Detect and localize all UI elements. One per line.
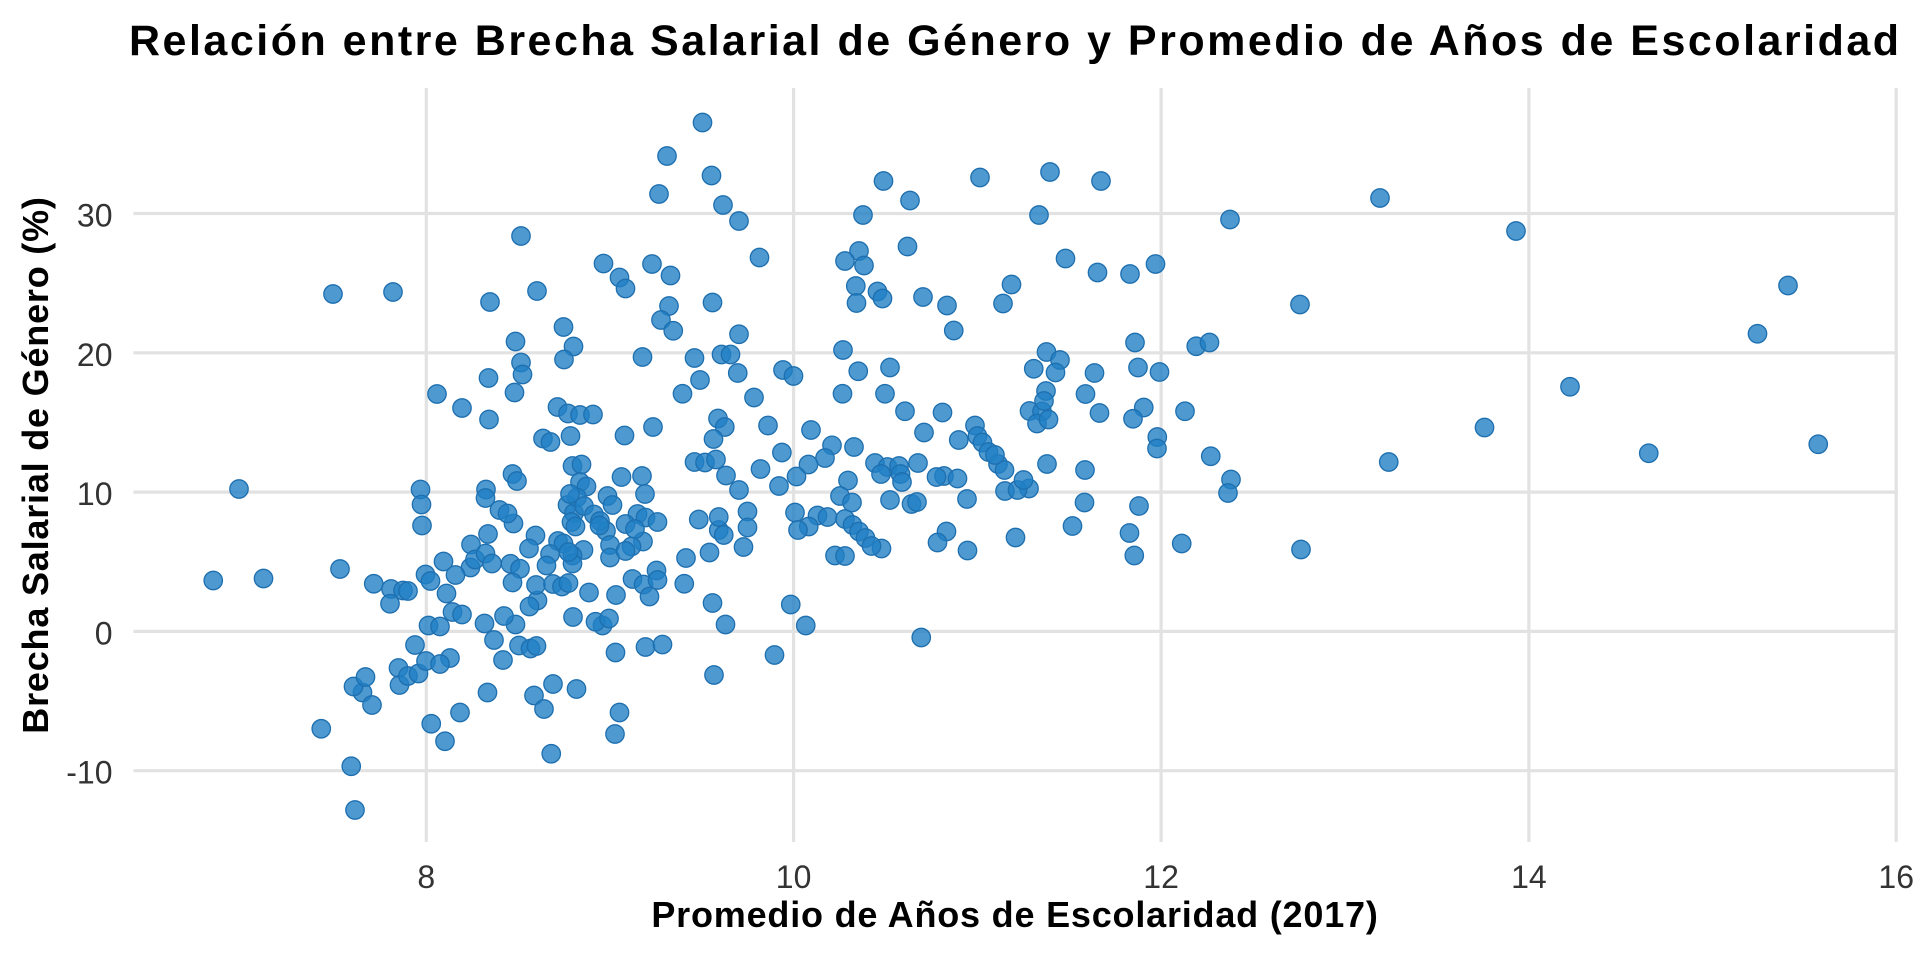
svg-text:0: 0 [95, 615, 113, 651]
svg-text:10: 10 [77, 476, 113, 512]
svg-text:16: 16 [1878, 859, 1914, 895]
svg-text:Brecha Salarial de Género (%): Brecha Salarial de Género (%) [15, 196, 56, 733]
svg-text:Promedio de Años de Escolarida: Promedio de Años de Escolaridad (2017) [651, 894, 1378, 935]
svg-text:30: 30 [77, 198, 113, 234]
svg-text:20: 20 [77, 337, 113, 373]
svg-text:-10: -10 [66, 755, 112, 791]
svg-text:Relación entre Brecha Salarial: Relación entre Brecha Salarial de Género… [129, 17, 1902, 65]
svg-text:12: 12 [1143, 859, 1179, 895]
svg-text:8: 8 [417, 859, 435, 895]
svg-text:10: 10 [776, 859, 812, 895]
svg-text:14: 14 [1511, 859, 1547, 895]
